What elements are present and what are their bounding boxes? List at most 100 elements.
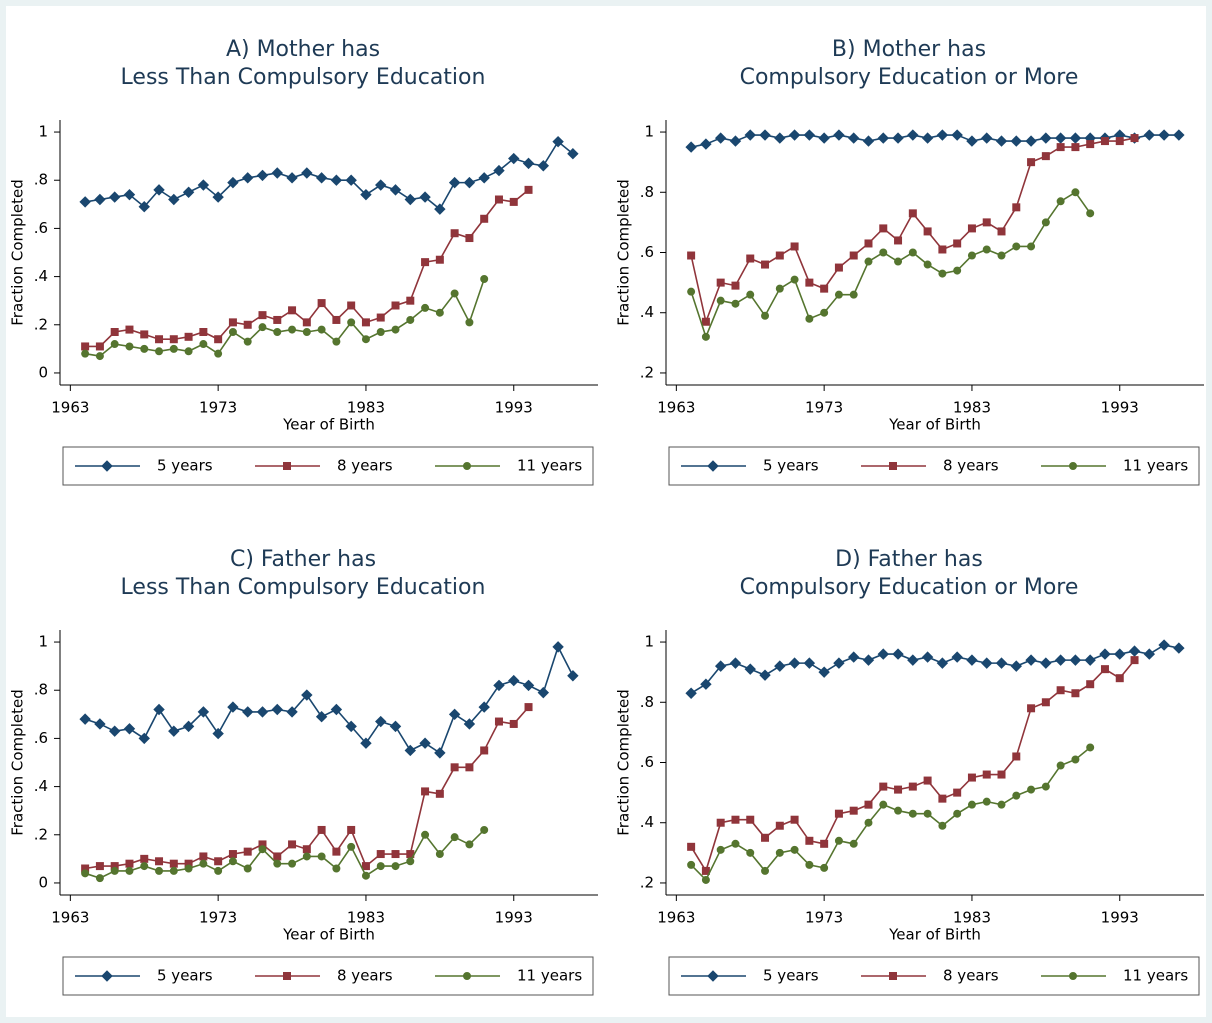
marker — [982, 245, 991, 254]
marker — [347, 301, 356, 310]
marker — [315, 711, 328, 723]
marker — [879, 248, 888, 257]
x-tick-label: 1993 — [495, 909, 533, 927]
marker — [908, 782, 917, 791]
x-tick-label: 1963 — [657, 909, 695, 927]
marker — [701, 332, 710, 341]
marker — [687, 287, 696, 296]
marker — [803, 129, 816, 141]
series-line — [690, 191, 1091, 340]
marker — [923, 776, 932, 785]
chart-title: Compulsory Education or More — [740, 65, 1079, 90]
y-axis-label: Fraction Completed — [615, 689, 633, 835]
marker — [731, 299, 740, 308]
marker — [790, 242, 799, 251]
marker — [1084, 654, 1096, 666]
marker — [834, 809, 843, 818]
marker — [820, 839, 829, 848]
marker — [716, 278, 725, 287]
marker — [332, 864, 341, 873]
marker — [805, 278, 814, 287]
marker — [273, 328, 282, 336]
y-axis-label: Fraction Completed — [9, 689, 27, 835]
marker — [376, 313, 385, 322]
marker — [110, 328, 119, 336]
marker — [94, 193, 106, 206]
marker — [879, 782, 888, 791]
series-line — [690, 644, 1180, 694]
marker — [421, 830, 430, 839]
marker — [302, 328, 311, 336]
marker — [419, 737, 431, 749]
marker — [288, 859, 297, 868]
marker — [552, 641, 564, 653]
marker — [1041, 698, 1050, 707]
marker — [1130, 656, 1139, 665]
marker — [214, 349, 223, 358]
marker — [894, 257, 903, 266]
marker — [199, 859, 208, 868]
marker — [228, 850, 237, 859]
marker — [966, 135, 978, 147]
marker — [463, 718, 476, 730]
marker — [480, 275, 489, 283]
marker — [434, 203, 446, 215]
marker — [1143, 648, 1156, 660]
y-tick-label: .2 — [640, 873, 654, 891]
marker — [480, 825, 489, 834]
marker — [317, 325, 326, 334]
marker — [938, 794, 947, 803]
panel: B) Mother has Compulsory Education or Mor… — [615, 37, 1204, 486]
marker — [465, 763, 474, 772]
legend-label: 5 years — [157, 457, 213, 475]
marker — [714, 132, 727, 144]
panel: A) Mother has Less Than Compulsory Educat… — [9, 37, 598, 486]
marker — [273, 315, 282, 324]
marker — [788, 129, 801, 141]
legend-label: 11 years — [1123, 967, 1188, 985]
marker — [894, 806, 903, 815]
marker — [894, 236, 903, 245]
marker — [465, 318, 474, 327]
marker — [921, 651, 934, 663]
marker — [508, 152, 520, 165]
marker — [361, 335, 370, 344]
marker — [879, 224, 888, 233]
marker — [95, 342, 104, 351]
y-tick-label: 1 — [644, 633, 654, 651]
marker — [967, 773, 976, 782]
marker — [480, 214, 489, 223]
marker — [938, 821, 947, 830]
marker — [746, 254, 755, 263]
marker — [79, 713, 91, 725]
marker — [774, 132, 786, 144]
marker — [332, 847, 341, 856]
marker — [774, 660, 786, 672]
marker — [404, 193, 416, 206]
legend-label: 8 years — [943, 967, 999, 985]
chart-title: D) Father has — [835, 547, 983, 572]
marker — [908, 809, 917, 818]
marker — [731, 815, 740, 824]
marker — [101, 970, 113, 982]
marker — [419, 191, 431, 203]
marker — [301, 689, 313, 701]
marker — [700, 678, 712, 690]
marker — [169, 335, 178, 344]
marker — [361, 318, 370, 327]
marker — [775, 848, 784, 857]
marker — [687, 842, 696, 851]
marker — [834, 836, 843, 845]
marker — [81, 869, 90, 878]
marker — [450, 833, 459, 842]
x-axis-label: Year of Birth — [282, 926, 375, 944]
marker — [1128, 645, 1141, 657]
marker — [967, 800, 976, 809]
legend-label: 11 years — [517, 457, 582, 475]
legend-label: 8 years — [337, 967, 393, 985]
marker — [759, 669, 771, 681]
marker — [376, 850, 385, 859]
x-axis-label: Year of Birth — [888, 926, 981, 944]
marker — [1100, 137, 1109, 146]
marker — [953, 809, 962, 818]
